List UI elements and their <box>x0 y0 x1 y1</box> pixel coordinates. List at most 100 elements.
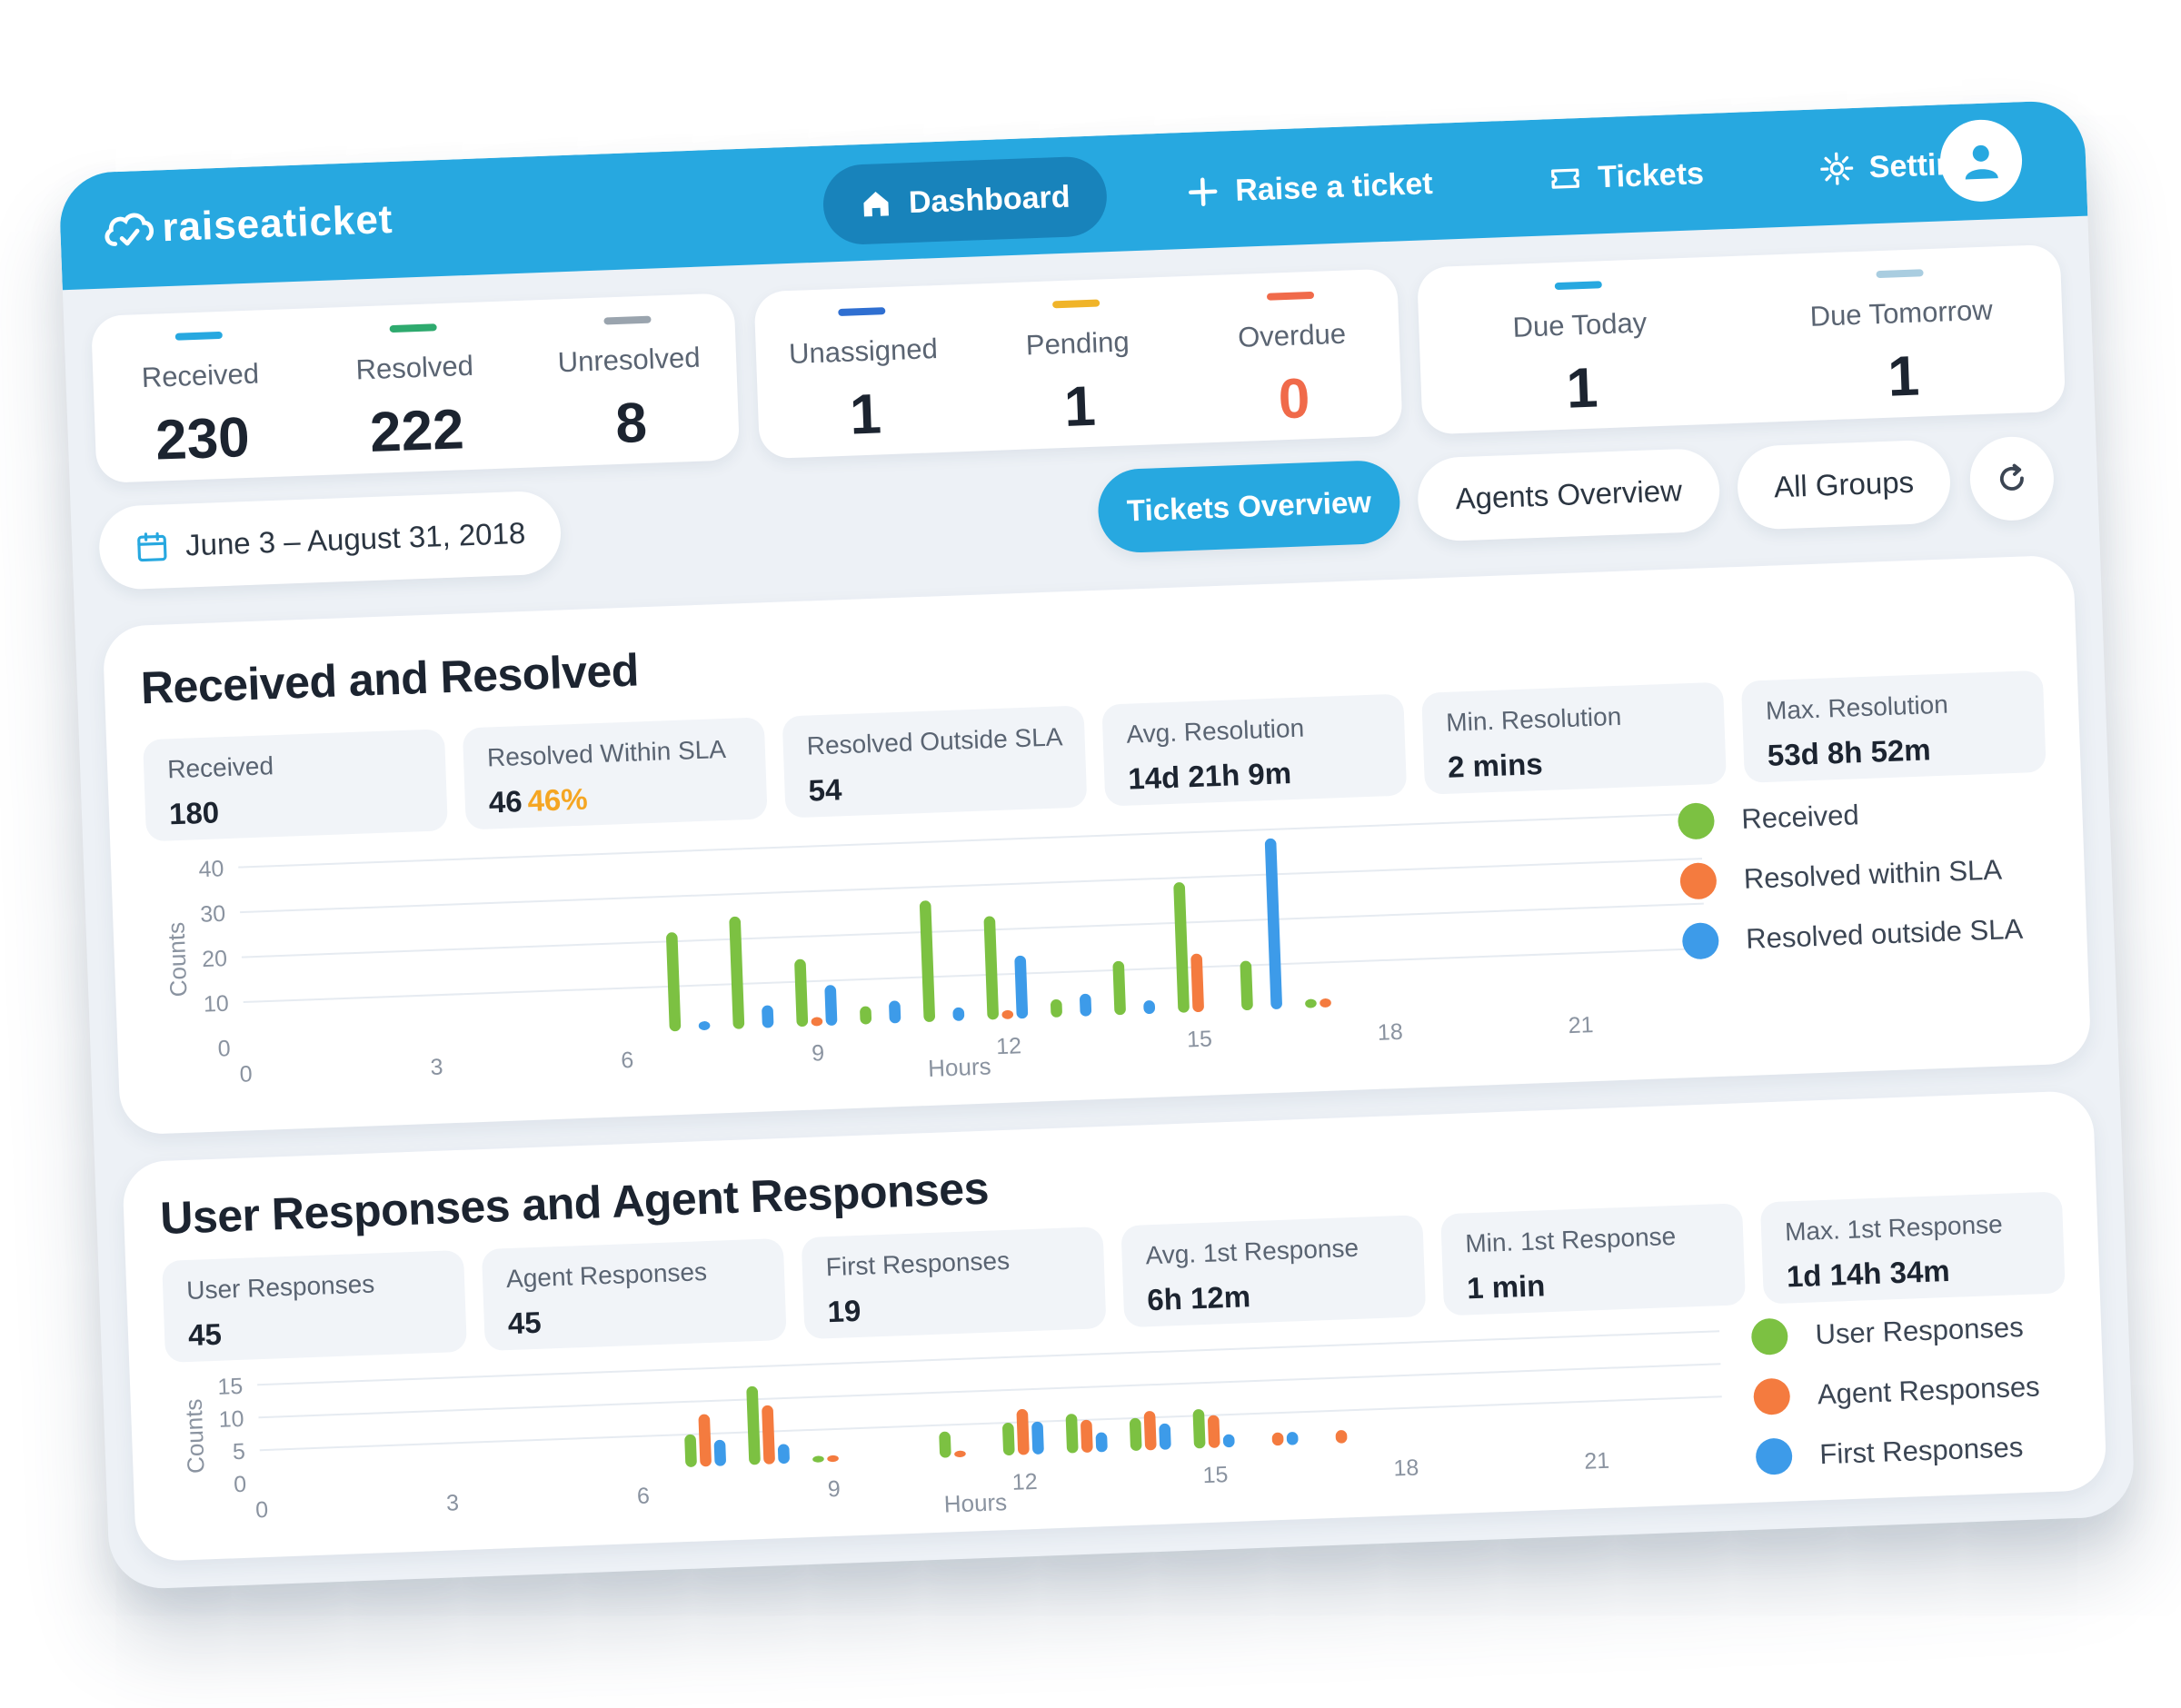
chart-bar-agent-responses <box>1143 1411 1157 1451</box>
date-range-picker[interactable]: June 3 – August 31, 2018 <box>97 490 563 591</box>
metric-value-text: 19 <box>826 1293 861 1329</box>
chart-bar-agent-responses <box>1016 1409 1030 1455</box>
app-logo[interactable]: raiseaticket <box>101 193 393 258</box>
metric-value: 19 <box>827 1286 1082 1329</box>
stat-received[interactable]: Received 230 <box>99 329 304 475</box>
stat-value: 1 <box>1062 374 1097 439</box>
chart-bar-first-responses <box>1095 1432 1108 1453</box>
metric-resolved-outside-sla[interactable]: Resolved Outside SLA 54 <box>782 705 1088 819</box>
x-tick-label: 12 <box>996 1033 1022 1059</box>
metric-label: Received <box>166 751 274 784</box>
legend-item-agent-responses[interactable]: Agent Responses <box>1753 1368 2040 1415</box>
legend-dot <box>1753 1377 1791 1415</box>
stat-value: 1 <box>848 382 882 447</box>
metric-max-first-response[interactable]: Max. 1st Response 1d 14h 34m <box>1759 1191 2066 1305</box>
metric-received[interactable]: Received 180 <box>143 729 448 842</box>
legend-dot <box>1755 1437 1794 1475</box>
stat-overdue[interactable]: Overdue 0 <box>1190 289 1395 435</box>
y-tick-label: 10 <box>218 1406 244 1433</box>
stat-label: Pending <box>1025 325 1130 362</box>
metric-max-resolution[interactable]: Max. Resolution 53d 8h 52m <box>1740 670 2047 783</box>
stat-pending[interactable]: Pending 1 <box>976 296 1180 442</box>
legend-label: First Responses <box>1818 1431 2024 1471</box>
legend-item-first-responses[interactable]: First Responses <box>1755 1428 2043 1475</box>
all-groups-filter[interactable]: All Groups <box>1736 439 1952 531</box>
metric-avg-resolution[interactable]: Avg. Resolution 14d 21h 9m <box>1101 693 1408 807</box>
ticket-totals-card: Received 230 Resolved 222 Unresolved 8 <box>90 293 741 484</box>
legend-label: Resolved outside SLA <box>1745 912 2024 955</box>
x-tick-label: 0 <box>255 1497 269 1523</box>
y-tick-label: 0 <box>234 1472 247 1497</box>
stat-unresolved[interactable]: Unresolved 8 <box>527 313 732 460</box>
stat-unassigned[interactable]: Unassigned 1 <box>762 304 966 451</box>
chart-legend: User Responses Agent Responses First Res… <box>1750 1308 2043 1475</box>
chart-bar-resolved-outside-sla <box>952 1007 965 1021</box>
metric-label: User Responses <box>185 1269 375 1306</box>
agents-overview-tab[interactable]: Agents Overview <box>1416 447 1721 542</box>
received-resolved-panel: Received and Resolved Received 180 Resol… <box>102 554 2092 1136</box>
legend-item-received[interactable]: Received <box>1677 791 2019 840</box>
x-tick-label: 18 <box>1393 1455 1419 1481</box>
stat-color-bar <box>603 315 652 325</box>
metric-resolved-within-sla[interactable]: Resolved Within SLA 46 46% <box>462 717 768 830</box>
chart-legend: Received Resolved within SLA Resolved ou… <box>1677 791 2024 960</box>
nav-settings[interactable]: Settings <box>1782 122 2028 211</box>
chart-bar-received <box>794 958 809 1028</box>
stat-color-bar <box>1266 291 1315 301</box>
stat-color-bar <box>1876 269 1924 279</box>
legend-item-user-responses[interactable]: User Responses <box>1750 1308 2038 1355</box>
gridline <box>257 1330 1720 1386</box>
chart-bar-agent-responses <box>954 1450 966 1457</box>
stat-resolved[interactable]: Resolved 222 <box>314 321 518 467</box>
stat-label: Unresolved <box>557 341 702 379</box>
metric-min-first-response[interactable]: Min. 1st Response 1 min <box>1440 1203 1747 1316</box>
nav-raise-ticket[interactable]: Raise a ticket <box>1149 143 1470 234</box>
chart-bar-user-responses <box>939 1431 951 1458</box>
stat-value: 1 <box>1565 356 1599 421</box>
user-avatar[interactable] <box>1938 118 2024 204</box>
legend-item-resolved-within-sla[interactable]: Resolved within SLA <box>1679 851 2021 900</box>
metric-label: Min. Resolution <box>1445 701 1622 737</box>
metric-value: 6h 12m <box>1147 1274 1402 1317</box>
tickets-overview-tab[interactable]: Tickets Overview <box>1096 459 1402 554</box>
metric-avg-first-response[interactable]: Avg. 1st Response 6h 12m <box>1120 1215 1427 1328</box>
metric-value-text: 46 <box>488 784 523 819</box>
chart-bar-user-responses <box>746 1385 761 1465</box>
nav-raise-ticket-label: Raise a ticket <box>1234 165 1434 208</box>
nav-dashboard-label: Dashboard <box>908 179 1071 220</box>
nav-tickets[interactable]: Tickets <box>1511 133 1742 221</box>
legend-item-resolved-outside-sla[interactable]: Resolved outside SLA <box>1681 911 2024 960</box>
chart-bar-received <box>666 932 682 1032</box>
stat-value: 0 <box>1277 367 1311 432</box>
nav-dashboard[interactable]: Dashboard <box>822 155 1109 246</box>
chart-bar-first-responses <box>713 1439 726 1466</box>
y-tick-label: 0 <box>217 1036 231 1061</box>
top-navigation-bar: raiseaticket Dashboard Raise a ticket Ti… <box>58 99 2088 291</box>
metric-value-text: 45 <box>507 1305 543 1341</box>
chart-bar-received <box>983 916 999 1020</box>
logo-text: raiseaticket <box>161 196 394 251</box>
chart-bar-agent-responses <box>1208 1415 1220 1448</box>
metric-user-responses[interactable]: User Responses 45 <box>162 1249 467 1363</box>
stat-color-bar <box>174 331 223 341</box>
chart-bar-received <box>860 1006 872 1025</box>
user-icon <box>1965 144 1998 180</box>
y-tick-label: 5 <box>232 1439 245 1465</box>
refresh-button[interactable] <box>1968 435 2056 522</box>
gridline <box>259 1395 1722 1452</box>
metric-agent-responses[interactable]: Agent Responses 45 <box>481 1237 787 1352</box>
chart-bar-agent-responses <box>762 1405 775 1465</box>
stat-due-today[interactable]: Due Today 1 <box>1442 277 1719 426</box>
chart-bar-agent-responses <box>827 1455 839 1463</box>
metric-label: First Responses <box>825 1246 1011 1282</box>
y-tick-label: 10 <box>203 991 229 1018</box>
metric-label: Avg. Resolution <box>1125 713 1305 749</box>
stat-due-tomorrow[interactable]: Due Tomorrow 1 <box>1764 265 2041 414</box>
metric-min-resolution[interactable]: Min. Resolution 2 mins <box>1421 681 1727 795</box>
y-tick-label: 40 <box>198 856 224 882</box>
chart-bar-agent-responses <box>1335 1430 1348 1444</box>
stat-value: 8 <box>614 391 649 456</box>
metric-first-responses[interactable]: First Responses 19 <box>801 1226 1107 1340</box>
chart-bar-user-responses <box>1192 1409 1206 1449</box>
x-tick-label: 9 <box>812 1040 825 1066</box>
